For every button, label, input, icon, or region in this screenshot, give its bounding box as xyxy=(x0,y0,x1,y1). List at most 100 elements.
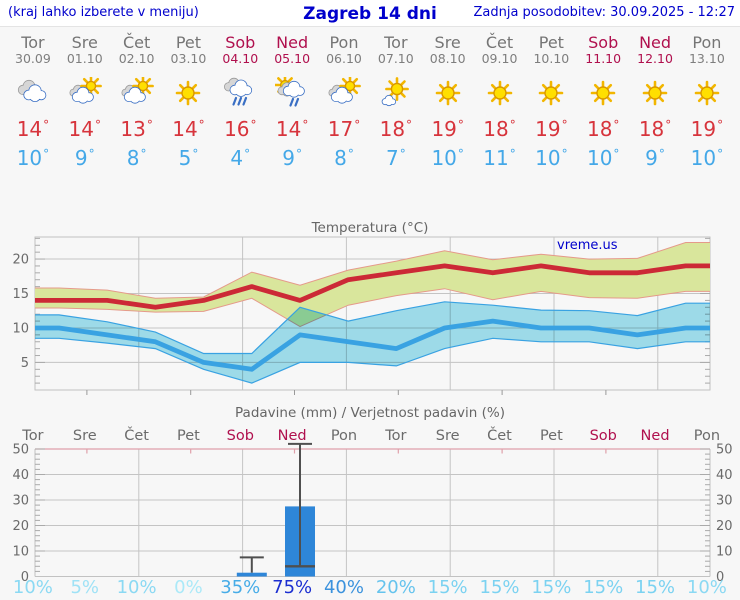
precip-probability: 15% xyxy=(635,577,676,598)
low-temp: 4° xyxy=(230,146,251,170)
precip-y-axis-label-right: 10 xyxy=(716,545,733,560)
precip-y-axis-label-right: 50 xyxy=(716,443,733,458)
day-name: Sob xyxy=(225,33,256,52)
rain-glyph xyxy=(232,96,248,106)
weather-icon-cell xyxy=(111,75,163,109)
day-name: Tor xyxy=(384,33,408,52)
precip-day-label: Pon xyxy=(330,428,358,444)
day-date: 04.10 xyxy=(222,51,259,66)
day-date: 03.10 xyxy=(170,51,207,66)
precipitation-chart: 0 0 10 10 20 20 30 30 40 40 50 50 xyxy=(12,443,733,586)
temp-y-axis-label: 20 xyxy=(12,253,29,268)
low-temp: 11° xyxy=(483,146,516,170)
sunny-icon xyxy=(435,80,460,106)
day-column-01.10: Sre 01.10 14° 9° xyxy=(59,34,111,173)
sun-cloud-icon xyxy=(328,75,361,104)
low-temp: 8° xyxy=(334,146,354,170)
precip-y-axis-label-left: 40 xyxy=(12,468,29,483)
day-name: Pet xyxy=(175,33,202,52)
day-name: Pon xyxy=(692,33,722,52)
day-date: 02.10 xyxy=(118,51,155,66)
weather-icon-cell xyxy=(681,77,733,109)
max-temp-line xyxy=(35,263,710,310)
precip-y-axis-label-left: 0 xyxy=(21,570,29,585)
precip-day-label: Sre xyxy=(72,428,97,444)
day-column-10.10: Pet 10.10 19° 10° xyxy=(525,34,577,173)
high-temp: 14° xyxy=(68,117,101,141)
day-column-08.10: Sre 08.10 19° 10° xyxy=(422,34,474,173)
min-temp-line xyxy=(35,318,710,372)
top-header-bar: (kraj lahko izberete v meniju) Zagreb 14… xyxy=(0,0,740,27)
rain-icon xyxy=(224,77,253,106)
day-name: Sob xyxy=(588,33,619,52)
high-temp: 19° xyxy=(431,117,464,141)
low-temp: 10° xyxy=(690,146,724,170)
precip-day-label: Ned xyxy=(277,428,307,444)
day-name: Ned xyxy=(276,33,309,52)
sunny-icon xyxy=(539,80,564,106)
day-name: Sre xyxy=(71,33,98,52)
precip-probability: 75% xyxy=(272,577,313,598)
vreme-watermark-link[interactable]: vreme.us xyxy=(557,238,618,253)
high-temp: 19° xyxy=(535,117,568,141)
day-column-05.10: Ned 05.10 14° 9° xyxy=(266,34,318,173)
day-date: 11.10 xyxy=(585,51,622,66)
cloud-glyph xyxy=(330,86,353,104)
temperature-chart: 5 10 15 20 xyxy=(12,236,711,395)
sun-rain-icon xyxy=(274,74,305,107)
day-date: 10.10 xyxy=(533,51,570,66)
low-temp: 10° xyxy=(431,146,464,170)
precip-probability: 10% xyxy=(116,577,157,598)
min-temp-band xyxy=(35,301,710,384)
precip-probability: 10% xyxy=(12,577,53,598)
forecast-day-strip: Tor 30.09 14° 10° Sre 01.10 14° 9° Čet 02.10 13° 8°… xyxy=(7,34,733,173)
precip-y-axis-label-right: 30 xyxy=(716,494,733,509)
weather-icon-cell xyxy=(214,77,266,109)
precip-y-axis-label-left: 20 xyxy=(12,519,29,534)
cloud-glyph xyxy=(381,94,396,107)
cloud-glyph xyxy=(229,79,253,97)
high-temp: 19° xyxy=(690,117,724,141)
sun-cloud-icon xyxy=(121,75,154,104)
high-temp: 14° xyxy=(275,117,309,141)
day-column-12.10: Ned 12.10 18° 9° xyxy=(629,34,681,173)
precip-day-label: Sob xyxy=(589,428,617,444)
weather-icon-cell xyxy=(629,77,681,109)
precip-probability: 15% xyxy=(531,577,572,598)
day-date: 13.10 xyxy=(688,51,725,66)
precip-probability: 0% xyxy=(174,577,203,598)
day-column-06.10: Pon 06.10 17° 8° xyxy=(318,34,370,173)
precip-day-label: Pet xyxy=(539,428,563,444)
precip-bar xyxy=(236,572,267,577)
precip-y-axis-label-right: 0 xyxy=(716,570,724,585)
sunny-icon xyxy=(487,80,512,106)
low-temp: 10° xyxy=(535,146,568,170)
day-name: Ned xyxy=(639,33,672,52)
sun-glyph xyxy=(590,80,616,106)
last-update: Zadnja posodobitev: 30.09.2025 - 12:27 xyxy=(473,5,735,20)
precip-y-axis-label-right: 20 xyxy=(716,519,733,534)
sunny-icon xyxy=(176,80,201,106)
day-name: Čet xyxy=(485,33,514,52)
cloud-glyph xyxy=(123,86,146,104)
precip-probability-row: 10% 5% 10% 0% 35% 75% 40% 20% 15% 15% 15% 15% 15% 10% xyxy=(7,577,733,598)
sun-glyph xyxy=(79,75,102,97)
day-date: 05.10 xyxy=(274,51,311,66)
precip-day-label: Sob xyxy=(226,428,254,444)
temperature-chart-title: Temperatura (°C) xyxy=(311,220,429,236)
day-name: Pet xyxy=(538,33,564,52)
day-column-09.10: Čet 09.10 18° 11° xyxy=(474,34,526,173)
day-column-04.10: Sob 04.10 16° 4° xyxy=(214,34,266,173)
weather-icon-cell xyxy=(525,77,577,109)
day-date: 08.10 xyxy=(429,51,466,66)
day-date: 07.10 xyxy=(377,51,414,66)
day-date: 12.10 xyxy=(637,51,673,66)
precip-probability: 5% xyxy=(70,577,100,598)
day-column-07.10: Tor 07.10 18° 7° xyxy=(370,34,422,173)
precip-day-label: Sre xyxy=(435,428,460,444)
high-temp: 16° xyxy=(224,117,257,141)
low-temp: 10° xyxy=(586,146,620,170)
high-temp: 14° xyxy=(16,117,50,141)
precip-day-label: Pon xyxy=(693,428,721,444)
precip-probability: 35% xyxy=(220,577,261,598)
